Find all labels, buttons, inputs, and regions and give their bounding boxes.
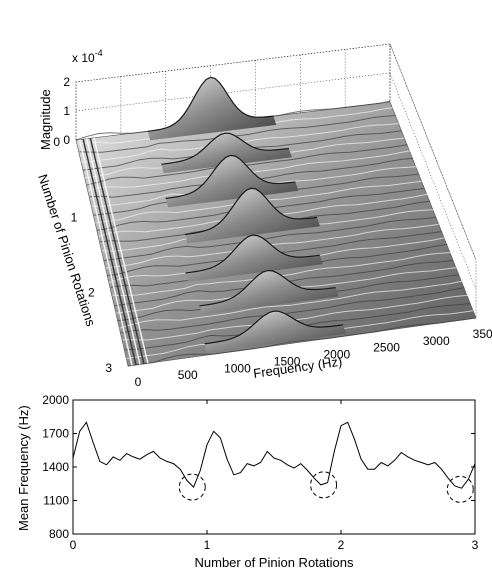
line-ticks: 800 1100 1400 1700 2000 0 1 2 3 — [42, 393, 478, 552]
peak-shape — [185, 235, 323, 282]
x-tick-label: 1000 — [224, 361, 251, 375]
line-chart: 800 1100 1400 1700 2000 0 1 2 3 Mean Frequency (… — [16, 393, 479, 570]
line-x-axis-label: Number of Pinion Rotations — [195, 555, 354, 570]
plot-frame — [72, 399, 476, 535]
x-tick-label: 0 — [70, 538, 77, 552]
y-tick-label: 1400 — [42, 460, 69, 474]
y-tick-label: 800 — [49, 527, 69, 541]
peak-shape — [165, 155, 299, 208]
x-tick-label: 2 — [338, 538, 345, 552]
x-tick-label: 2000 — [324, 348, 351, 362]
x-tick-label: 3 — [472, 538, 479, 552]
z-scale-label: x 10-4 — [72, 48, 103, 65]
peak-crest — [204, 310, 344, 345]
peak-shape — [147, 77, 277, 141]
peak-crest — [161, 132, 289, 165]
surface-ridge — [127, 317, 477, 367]
peak-shape — [204, 311, 346, 353]
surface-ridge — [103, 216, 436, 261]
dip-circle — [446, 475, 474, 503]
surface-ridge — [86, 144, 408, 186]
peak-crest — [199, 269, 336, 307]
dip-annotations — [178, 471, 474, 503]
z-axis-label: Magnitude — [38, 89, 53, 150]
x-tick-label: 0 — [135, 375, 142, 389]
peak-shape — [185, 188, 320, 244]
x-tick-labels: 0 500 1000 1500 2000 2500 3000 3500 — [135, 327, 492, 389]
peak-crest — [147, 76, 274, 132]
surface-ridge — [79, 115, 396, 153]
peak-crest — [185, 234, 320, 274]
y-tick-labels: 0 1 2 3 — [53, 135, 112, 375]
y-tick-label: 2000 — [42, 393, 69, 407]
low-freq-band — [82, 138, 137, 366]
y-tick-label: 0 — [53, 135, 60, 149]
low-freq-band — [78, 139, 133, 366]
surface-grid — [75, 43, 477, 290]
surface-ridge — [105, 223, 439, 269]
peak-crest — [185, 187, 318, 236]
surface-ridge — [119, 280, 462, 329]
z-level-line — [75, 72, 477, 290]
x-tick-label: 3500 — [473, 327, 492, 341]
y-tick-label: 1100 — [43, 494, 69, 508]
y-tick-label: 1700 — [42, 427, 69, 441]
x-tick-label: 3000 — [423, 334, 450, 348]
z-tick-labels: 0 1 2 — [63, 75, 70, 147]
peak-shape — [199, 270, 339, 315]
low-freq-band — [86, 138, 141, 365]
series-line — [72, 421, 476, 489]
dip-circle — [310, 471, 338, 499]
x-tick-label: 1500 — [274, 354, 301, 368]
peak-crest — [165, 154, 296, 199]
line-y-axis-label: Mean Frequency (Hz) — [16, 405, 31, 531]
z-tick-label: 0 — [63, 133, 70, 147]
y-tick-label: 1 — [71, 210, 78, 224]
y-tick-label: 3 — [105, 361, 112, 375]
low-freq-band — [89, 138, 145, 364]
surface-peaks — [147, 76, 346, 353]
peak-shape — [161, 133, 292, 174]
x-tick-label: 500 — [178, 368, 198, 382]
x-tick-label: 1 — [204, 538, 211, 552]
dip-circle — [178, 473, 206, 501]
x-tick-label: 2500 — [373, 341, 400, 355]
z-tick-label: 2 — [63, 75, 70, 89]
z-level-line — [75, 43, 477, 261]
low-freq-band — [93, 137, 149, 364]
y-tick-label: 2 — [88, 286, 95, 300]
surface-ridge — [120, 287, 465, 334]
z-tick-label: 1 — [63, 104, 70, 118]
